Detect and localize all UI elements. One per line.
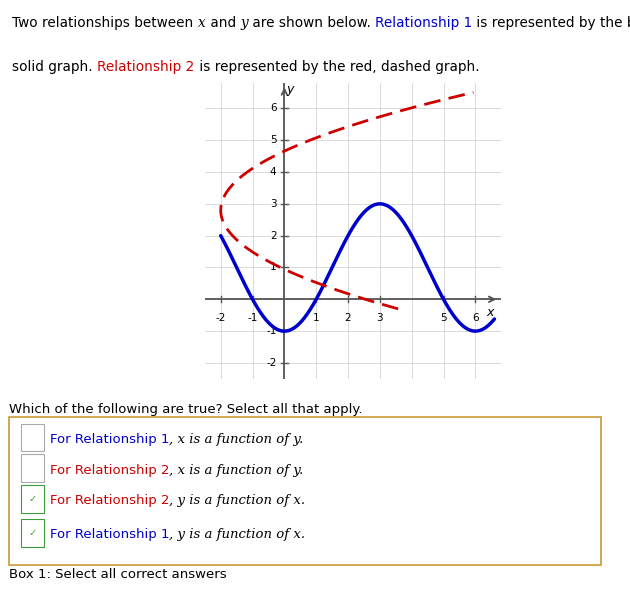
- Text: For Relationship 1: For Relationship 1: [50, 528, 169, 541]
- Text: 5: 5: [440, 313, 447, 323]
- Text: Relationship 2: Relationship 2: [98, 60, 195, 75]
- Text: is represented by the red, dashed graph.: is represented by the red, dashed graph.: [195, 60, 479, 75]
- Text: 6: 6: [472, 313, 479, 323]
- Text: x: x: [198, 16, 206, 30]
- Text: , y is a function of x.: , y is a function of x.: [169, 494, 306, 507]
- Text: $y$: $y$: [287, 84, 296, 98]
- Text: 3: 3: [377, 313, 383, 323]
- Text: Two relationships between: Two relationships between: [13, 16, 198, 30]
- FancyBboxPatch shape: [9, 417, 600, 565]
- Text: is represented by the blue,: is represented by the blue,: [472, 16, 630, 30]
- Text: 1: 1: [270, 262, 277, 272]
- Text: 5: 5: [270, 135, 277, 145]
- Text: 3: 3: [270, 199, 277, 209]
- Text: and: and: [206, 16, 240, 30]
- Text: , y is a function of x.: , y is a function of x.: [169, 528, 306, 541]
- Bar: [21, 519, 44, 547]
- Text: ✓: ✓: [28, 528, 37, 538]
- Text: -1: -1: [266, 326, 277, 336]
- Text: For Relationship 2: For Relationship 2: [50, 464, 169, 477]
- Text: Which of the following are true? Select all that apply.: Which of the following are true? Select …: [9, 403, 363, 416]
- Bar: [21, 455, 44, 482]
- Text: 2: 2: [345, 313, 352, 323]
- Text: $x$: $x$: [486, 305, 496, 318]
- Text: Relationship 1: Relationship 1: [375, 16, 472, 30]
- Text: 1: 1: [313, 313, 319, 323]
- Text: For Relationship 2: For Relationship 2: [50, 494, 169, 507]
- Text: -1: -1: [248, 313, 258, 323]
- Text: For Relationship 1: For Relationship 1: [50, 433, 169, 446]
- Text: -2: -2: [266, 358, 277, 368]
- Text: 6: 6: [270, 104, 277, 113]
- Text: are shown below.: are shown below.: [248, 16, 375, 30]
- Text: 4: 4: [270, 167, 277, 177]
- Bar: [21, 485, 44, 513]
- Text: y: y: [240, 16, 248, 30]
- Text: solid graph.: solid graph.: [13, 60, 98, 75]
- Text: 2: 2: [270, 231, 277, 241]
- Text: , x is a function of y.: , x is a function of y.: [169, 433, 304, 446]
- Text: ✓: ✓: [28, 494, 37, 504]
- Bar: [21, 424, 44, 451]
- Text: Box 1: Select all correct answers: Box 1: Select all correct answers: [9, 568, 227, 581]
- Text: -2: -2: [215, 313, 226, 323]
- Text: , x is a function of y.: , x is a function of y.: [169, 464, 304, 477]
